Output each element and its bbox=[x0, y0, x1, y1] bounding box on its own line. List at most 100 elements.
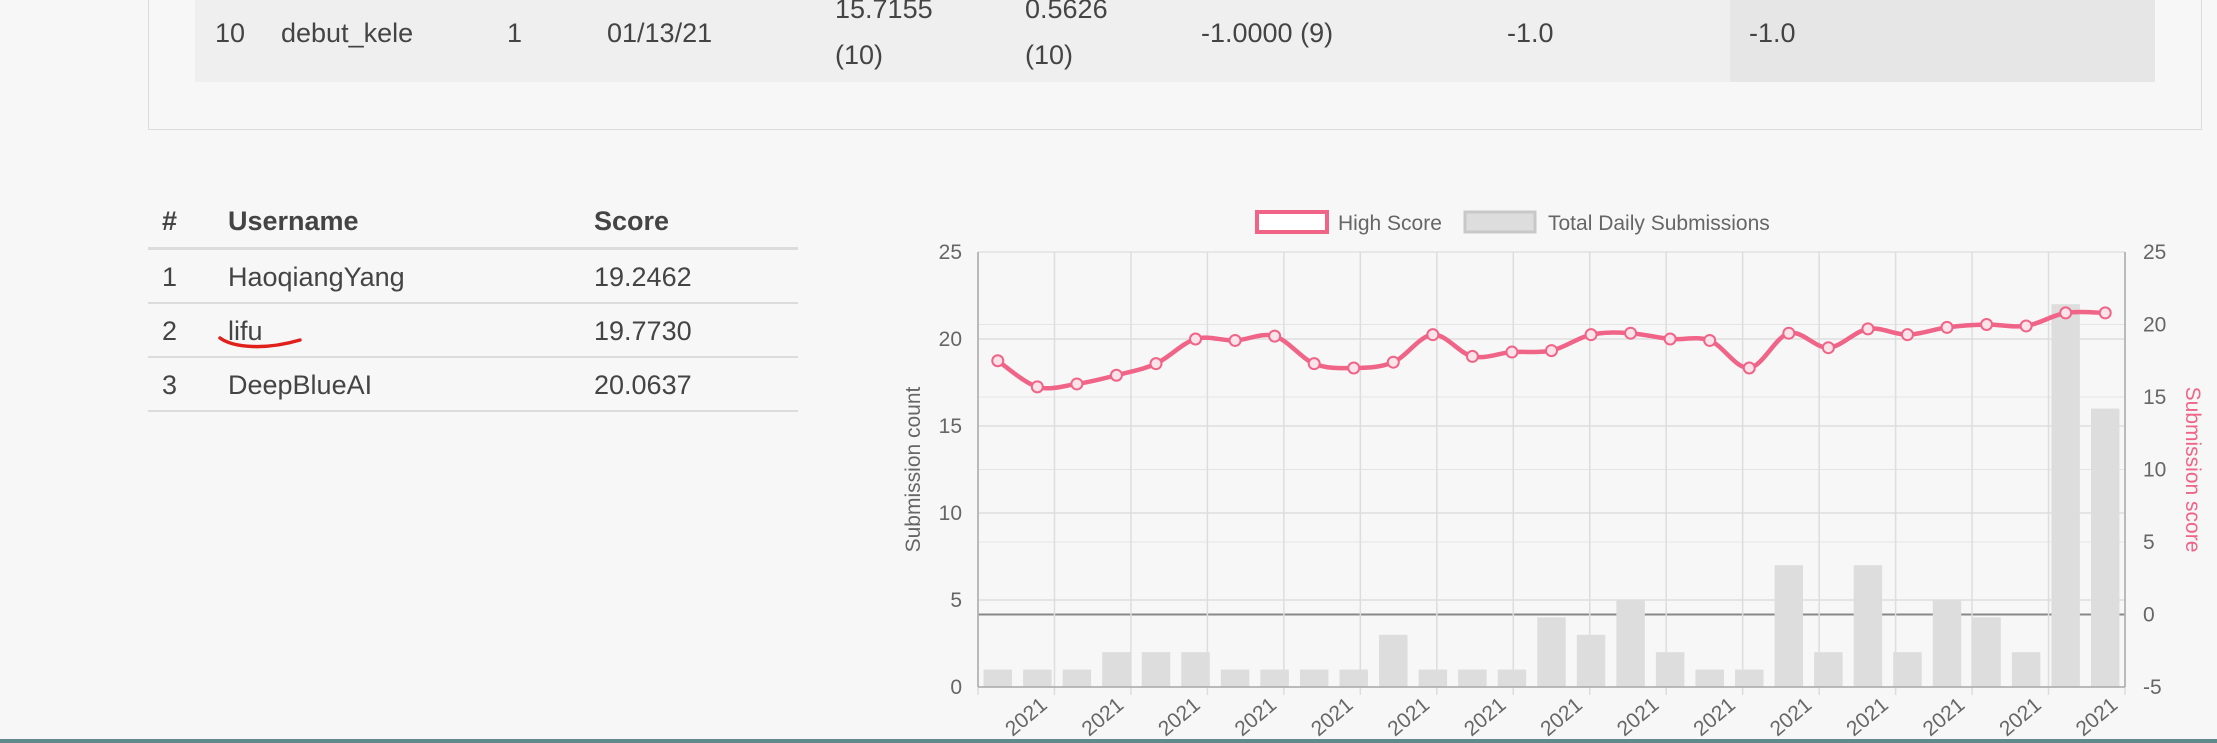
header-score: Score bbox=[594, 206, 670, 236]
high-score-point bbox=[1347, 361, 1361, 375]
submission-bar bbox=[1695, 669, 1724, 687]
x-tick-label: 2021 bbox=[1536, 693, 1587, 741]
line-series bbox=[991, 306, 2112, 394]
submission-bar bbox=[1893, 652, 1922, 687]
high-score-point bbox=[2059, 306, 2073, 320]
row-username: debut_kele bbox=[281, 18, 414, 48]
high-score-point bbox=[1703, 333, 1717, 347]
row-highlight-cell bbox=[1730, 0, 2155, 82]
submission-bar bbox=[2090, 408, 2120, 687]
high-score-point bbox=[1307, 357, 1321, 371]
score-cell: 19.2462 bbox=[594, 262, 692, 292]
y-left-tick-label: 5 bbox=[950, 589, 962, 612]
high-score-point bbox=[1426, 328, 1440, 342]
legend-total-submissions-label: Total Daily Submissions bbox=[1548, 212, 1770, 235]
high-score-point bbox=[2019, 319, 2033, 333]
x-tick-label: 2021 bbox=[1001, 693, 1052, 741]
header-rank: # bbox=[162, 206, 178, 236]
table-row: 2 lifu 19.7730 bbox=[148, 304, 798, 358]
chart-legend: High Score Total Daily Submissions bbox=[1255, 210, 1770, 235]
x-tick-label: 2021 bbox=[1460, 693, 1511, 741]
y-left-tick-label: 25 bbox=[939, 241, 962, 264]
row-score1-value: 15.7155 bbox=[835, 0, 933, 24]
table-row: 10 debut_kele 1 01/13/21 15.7155 (10) 0.… bbox=[195, 0, 2155, 82]
submission-bar bbox=[1339, 669, 1368, 687]
high-score-point bbox=[1465, 349, 1479, 363]
y-left-axis-title: Submission count bbox=[902, 386, 925, 552]
submission-bar bbox=[1537, 617, 1566, 687]
submission-bar bbox=[1299, 669, 1329, 687]
submission-bar bbox=[1616, 600, 1645, 687]
row-score5: -1.0 bbox=[1749, 18, 1796, 48]
high-score-point bbox=[1782, 326, 1796, 340]
submission-bar bbox=[1814, 652, 1843, 687]
submission-bar bbox=[1497, 669, 1527, 687]
row-rank: 10 bbox=[215, 18, 246, 48]
submission-bar bbox=[1458, 669, 1487, 687]
y-left-tick-label: 0 bbox=[950, 676, 962, 699]
x-tick-label: 2021 bbox=[1154, 693, 1205, 741]
submission-bar bbox=[1774, 565, 1804, 687]
row-date: 01/13/21 bbox=[607, 18, 713, 48]
submission-bar bbox=[2011, 652, 2041, 687]
x-tick-label: 2021 bbox=[1383, 693, 1434, 741]
submission-bar bbox=[1576, 634, 1606, 687]
header-username: Username bbox=[228, 206, 359, 236]
y-right-tick-label: 20 bbox=[2143, 314, 2166, 337]
row-score4: -1.0 bbox=[1507, 18, 1554, 48]
high-score-point bbox=[1268, 329, 1282, 343]
high-score-point bbox=[1861, 322, 1875, 336]
legend-high-score-swatch bbox=[1255, 210, 1329, 234]
submission-bar bbox=[2051, 304, 2080, 687]
x-tick-label: 2021 bbox=[1995, 693, 2046, 741]
chart-canvas: High Score Total Daily Submissions 0 5 10 15… bbox=[902, 210, 2204, 741]
submission-bar bbox=[1853, 565, 1883, 687]
submission-bar bbox=[1418, 669, 1448, 687]
username-cell: DeepBlueAI bbox=[228, 370, 373, 400]
y-right-tick-label: 10 bbox=[2143, 459, 2166, 482]
y-left-tick-label: 15 bbox=[939, 415, 962, 438]
high-score-point bbox=[1545, 344, 1558, 358]
page-bottom-border bbox=[0, 739, 2217, 743]
rank-cell: 2 bbox=[162, 316, 178, 346]
x-tick-label: 2021 bbox=[1307, 693, 1358, 741]
submission-bar bbox=[1260, 669, 1289, 687]
leaderboard-table: # Username Score 1 HaoqiangYang 19.2462 … bbox=[148, 200, 798, 412]
high-score-point bbox=[1386, 355, 1400, 369]
row-score1-rank: (10) bbox=[835, 40, 884, 70]
x-tick-label: 2021 bbox=[1078, 693, 1129, 741]
row-score2-rank: (10) bbox=[1025, 40, 1074, 70]
legend-high-score-label: High Score bbox=[1338, 212, 1442, 235]
y-left-tick-label: 20 bbox=[939, 328, 962, 351]
submission-bar bbox=[1655, 652, 1685, 687]
high-score-point bbox=[1070, 377, 1084, 391]
high-score-point bbox=[2098, 306, 2112, 320]
legend-total-submissions-swatch bbox=[1463, 210, 1537, 234]
red-underline-annotation bbox=[218, 336, 302, 349]
y-right-tick-label: 15 bbox=[2143, 386, 2166, 409]
rank-cell: 3 bbox=[162, 370, 178, 400]
y-right-tick-label: 5 bbox=[2143, 531, 2155, 554]
username-cell: HaoqiangYang bbox=[228, 262, 405, 292]
submission-bar bbox=[983, 669, 1013, 687]
y-right-tick-label: -5 bbox=[2143, 676, 2162, 699]
bar-series bbox=[983, 304, 2120, 687]
y-left-tick-label: 10 bbox=[939, 502, 962, 525]
high-score-point bbox=[1980, 318, 1994, 331]
submission-chart: High Score Total Daily Submissions 0 5 10 15… bbox=[880, 200, 2217, 743]
x-tick-label: 2021 bbox=[1231, 693, 1282, 741]
score-cell: 19.7730 bbox=[594, 316, 692, 346]
submission-bar bbox=[1141, 652, 1171, 687]
submission-bar bbox=[1102, 652, 1131, 687]
username-cell: lifu bbox=[228, 316, 263, 346]
high-score-point bbox=[1663, 332, 1677, 346]
submission-bar bbox=[1023, 669, 1052, 687]
x-tick-label: 2021 bbox=[1842, 693, 1893, 741]
x-tick-label: 2021 bbox=[1689, 693, 1740, 741]
top-results-panel: 10 debut_kele 1 01/13/21 15.7155 (10) 0.… bbox=[148, 0, 2202, 130]
row-score2-value: 0.5626 bbox=[1025, 0, 1108, 24]
high-score-point bbox=[1189, 332, 1203, 346]
high-score-point bbox=[1149, 357, 1163, 371]
row-score1: 15.7155 (10) bbox=[835, 0, 933, 78]
high-score-point bbox=[1505, 345, 1519, 359]
